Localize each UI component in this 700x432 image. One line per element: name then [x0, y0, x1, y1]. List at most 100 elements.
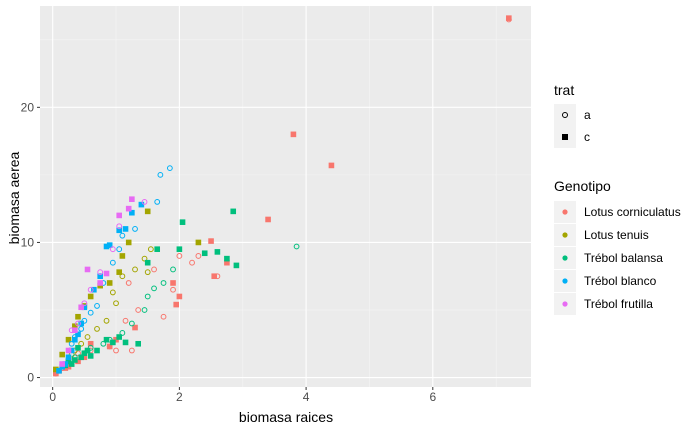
point-lotus-tenuis-c	[65, 336, 72, 343]
legend-genotipo-dot-4	[562, 301, 568, 307]
point-trebol-balansa-c	[201, 250, 208, 257]
point-lotus-corniculatus-c	[176, 293, 183, 300]
legend-trat-key-a	[554, 104, 576, 126]
y-axis-title: biomasa aerea	[6, 151, 22, 244]
point-trebol-balansa-c	[103, 336, 110, 343]
filled-square-icon	[562, 134, 568, 140]
point-lotus-corniculatus-c	[132, 324, 138, 331]
point-lotus-tenuis-a	[109, 289, 116, 296]
legend-genotipo-dot-3	[562, 278, 568, 284]
x-tick-label: 4	[303, 390, 310, 404]
point-lotus-tenuis-a	[132, 266, 138, 273]
y-axis: 0 10 20	[21, 100, 40, 385]
point-trebol-balansa-c	[233, 262, 240, 269]
point-lotus-corniculatus-c	[506, 15, 512, 21]
point-trebol-blanco-c	[75, 331, 81, 338]
point-lotus-corniculatus-a	[122, 317, 129, 324]
point-trebol-blanco-a	[94, 303, 100, 309]
point-lotus-corniculatus-c	[81, 354, 88, 361]
point-trebol-blanco-a	[132, 226, 138, 232]
point-lotus-tenuis-a	[144, 269, 151, 276]
point-lotus-corniculatus-c	[211, 273, 218, 280]
point-trebol-blanco-c	[65, 354, 72, 361]
point-trebol-blanco-c	[138, 201, 145, 208]
x-tick-label: 6	[429, 390, 436, 404]
point-lotus-tenuis-c	[195, 239, 202, 246]
point-lotus-corniculatus-a	[151, 266, 157, 273]
point-trebol-blanco-a	[68, 340, 75, 347]
x-axis-title: biomasa raices	[239, 409, 333, 425]
point-trebol-blanco-c	[129, 209, 135, 216]
legend-trat: trat a c	[554, 82, 591, 148]
point-trebol-frutilla-a	[75, 320, 81, 327]
point-lotus-corniculatus-a	[176, 253, 183, 259]
point-trebol-balansa-c	[230, 208, 237, 215]
point-trebol-blanco-c	[97, 273, 103, 280]
point-trebol-blanco-a	[154, 199, 161, 205]
point-trebol-frutilla-c	[125, 205, 132, 212]
point-lotus-corniculatus-c	[65, 363, 72, 370]
point-trebol-frutilla-c	[84, 266, 91, 273]
point-trebol-balansa-c	[78, 354, 84, 361]
point-trebol-blanco-c	[106, 242, 113, 248]
point-trebol-balansa-c	[122, 339, 129, 346]
point-trebol-blanco-c	[62, 361, 69, 367]
point-lotus-tenuis-a	[147, 246, 154, 253]
point-trebol-balansa-a	[100, 340, 107, 347]
legend-genotipo-dot-0	[562, 209, 568, 215]
point-trebol-frutilla-a	[141, 199, 148, 205]
legend-genotipo-label-3: Trébol blanco	[584, 274, 657, 288]
point-lotus-corniculatus-c	[113, 336, 119, 343]
point-lotus-tenuis-c	[72, 323, 78, 330]
point-lotus-corniculatus-c	[53, 370, 59, 377]
legend-trat-label-c: c	[584, 130, 590, 144]
legend-genotipo-label-4: Trébol frutilla	[584, 297, 653, 311]
point-lotus-tenuis-c	[53, 366, 59, 373]
open-circle-icon	[562, 112, 568, 118]
point-trebol-frutilla-c	[59, 361, 65, 367]
point-lotus-tenuis-c	[119, 253, 126, 259]
point-lotus-corniculatus-a	[135, 307, 142, 313]
point-trebol-balansa-a	[170, 266, 176, 273]
legend-genotipo-dot-2	[562, 255, 568, 261]
point-trebol-frutilla-c	[78, 304, 84, 311]
point-lotus-tenuis-c	[125, 239, 132, 246]
point-trebol-balansa-a	[151, 285, 157, 292]
point-lotus-corniculatus-a	[170, 286, 176, 293]
point-trebol-balansa-a	[293, 243, 300, 250]
point-trebol-frutilla-a	[87, 286, 94, 293]
point-trebol-blanco-c	[78, 320, 84, 327]
point-lotus-corniculatus-c	[224, 259, 230, 266]
point-lotus-tenuis-a	[84, 334, 91, 340]
legend-genotipo-label-2: Trébol balansa	[584, 251, 663, 265]
point-trebol-balansa-c	[94, 347, 100, 354]
point-lotus-corniculatus-c	[170, 280, 176, 286]
legend-genotipo-label-0: Lotus corniculatus	[584, 205, 681, 219]
point-trebol-blanco-c	[81, 304, 88, 311]
point-trebol-blanco-a	[116, 246, 123, 253]
point-lotus-corniculatus-c	[208, 238, 214, 244]
point-trebol-balansa-c	[116, 334, 122, 340]
point-trebol-blanco-c	[56, 367, 62, 374]
point-lotus-tenuis-c	[144, 208, 151, 215]
point-lotus-corniculatus-c	[265, 216, 271, 223]
point-lotus-tenuis-c	[106, 280, 113, 286]
point-trebol-frutilla-c	[129, 196, 135, 203]
point-trebol-frutilla-a	[116, 223, 123, 230]
point-lotus-corniculatus-a	[128, 347, 135, 354]
point-lotus-corniculatus-a	[189, 259, 195, 266]
point-trebol-frutilla-c	[103, 270, 110, 277]
point-trebol-balansa-c	[65, 358, 72, 365]
legend-trat-label-a: a	[584, 108, 591, 122]
point-trebol-frutilla-c	[72, 327, 78, 334]
legend-genotipo: Genotipo Lotus corniculatus Lotus tenuis…	[554, 178, 681, 315]
point-trebol-balansa-c	[179, 219, 186, 225]
point-lotus-corniculatus-a	[113, 347, 119, 354]
grid-major	[40, 6, 531, 387]
point-trebol-blanco-a	[87, 309, 94, 316]
point-lotus-corniculatus-c	[328, 162, 335, 169]
point-lotus-corniculatus-a	[195, 253, 202, 259]
point-lotus-tenuis-a	[141, 255, 148, 262]
point-lotus-corniculatus-c	[173, 301, 180, 308]
